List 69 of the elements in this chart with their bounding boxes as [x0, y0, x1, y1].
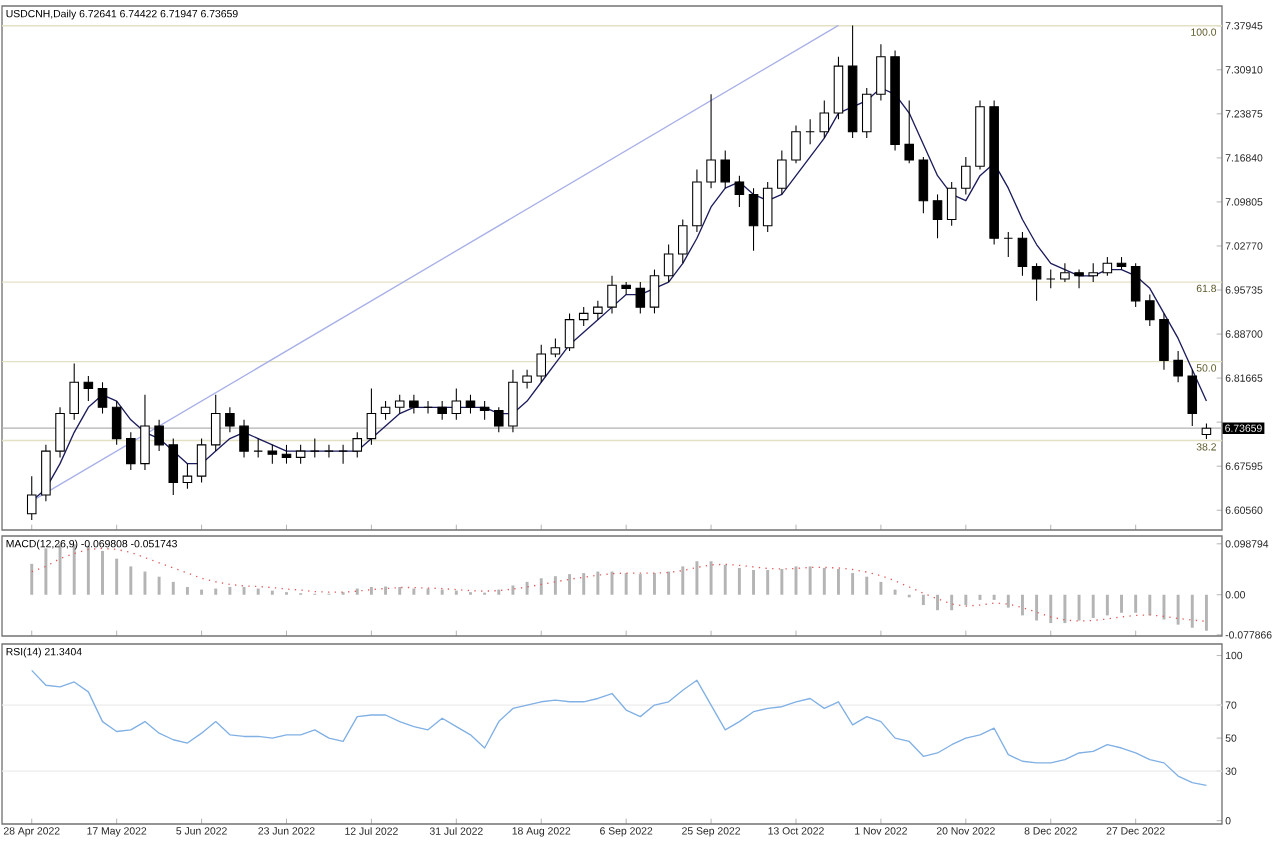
candlestick	[26, 475, 37, 521]
candlestick	[819, 100, 830, 139]
candlestick	[734, 175, 745, 208]
candlestick	[154, 419, 164, 452]
candlestick	[168, 438, 179, 496]
candlestick	[635, 281, 646, 314]
candlestick	[762, 181, 773, 233]
candlestick	[932, 193, 943, 239]
candlestick	[196, 438, 207, 483]
candlestick	[918, 156, 929, 214]
candlestick	[649, 269, 660, 314]
candlestick	[451, 387, 462, 421]
candlestick	[861, 87, 872, 139]
candlestick	[578, 306, 589, 327]
candlestick	[1187, 369, 1198, 427]
candlestick	[267, 444, 278, 465]
candlestick	[536, 344, 547, 383]
candlestick	[69, 362, 79, 421]
candlestick	[748, 187, 759, 252]
candlestick	[182, 463, 193, 490]
candlestick	[564, 312, 575, 352]
candlestick	[706, 93, 716, 189]
candlestick	[833, 56, 844, 120]
candlestick	[593, 300, 603, 321]
candlestick	[494, 406, 504, 433]
candlestick	[437, 400, 447, 421]
candlestick	[1088, 262, 1098, 283]
candlestick	[522, 369, 532, 390]
candlestick	[479, 400, 490, 421]
candlestick	[1130, 262, 1141, 308]
candlestick	[663, 243, 674, 283]
candlestick	[904, 100, 914, 164]
candlestick	[394, 394, 405, 415]
candlestick	[1031, 262, 1042, 302]
candlestick	[352, 431, 363, 458]
candlestick	[111, 400, 122, 446]
candlestick	[380, 400, 391, 421]
candlestick	[41, 444, 51, 502]
candlestick	[140, 394, 150, 471]
candlestick	[550, 337, 561, 358]
candlestick	[210, 394, 221, 452]
candlestick	[677, 218, 688, 264]
candlestick	[1173, 350, 1183, 383]
candlestick	[508, 369, 518, 433]
candlestick	[692, 168, 702, 233]
candlestick	[366, 387, 377, 446]
candlestick	[409, 394, 419, 415]
candlestick	[1017, 231, 1028, 277]
candlestick	[83, 375, 94, 402]
candlestick	[1060, 262, 1070, 283]
candlestick	[281, 444, 292, 465]
candlestick	[946, 181, 957, 227]
candlestick	[239, 419, 249, 458]
candlestick	[720, 150, 731, 189]
candlestick	[1159, 312, 1169, 371]
candlestick	[777, 150, 787, 195]
candlestick	[791, 125, 801, 164]
candlestick	[1074, 269, 1084, 289]
candlestick	[55, 406, 65, 458]
candlestick	[1145, 294, 1155, 327]
candlestick	[295, 444, 306, 465]
candlestick	[876, 43, 886, 102]
candlestick	[961, 156, 971, 195]
candlestick	[465, 394, 476, 415]
candlestick	[97, 381, 108, 415]
candlestick	[1102, 256, 1113, 277]
candlestick	[225, 406, 235, 433]
candlestick	[607, 275, 617, 314]
candlestick	[126, 431, 136, 471]
